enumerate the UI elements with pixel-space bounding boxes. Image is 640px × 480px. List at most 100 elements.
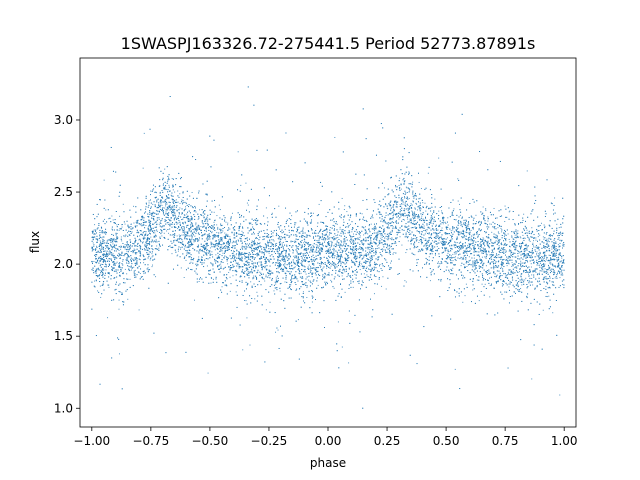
data-point — [138, 239, 140, 241]
data-point — [139, 259, 141, 261]
data-point — [186, 215, 188, 217]
data-point — [472, 233, 474, 235]
data-point — [516, 232, 518, 234]
data-point — [533, 246, 535, 248]
data-point — [341, 249, 343, 251]
data-point — [555, 242, 557, 244]
data-point — [331, 219, 333, 221]
data-point — [181, 234, 183, 236]
data-point — [370, 252, 372, 254]
data-point — [408, 197, 410, 199]
data-point — [407, 192, 409, 194]
data-point — [201, 249, 203, 251]
data-point — [414, 211, 416, 213]
data-point — [547, 239, 549, 241]
data-point — [436, 236, 438, 238]
data-point — [497, 266, 499, 268]
data-point — [350, 253, 352, 255]
data-point — [437, 261, 439, 263]
data-point — [489, 284, 491, 286]
data-point — [200, 226, 202, 228]
data-point — [139, 273, 141, 275]
data-point — [318, 235, 320, 237]
data-point — [538, 257, 540, 259]
data-point — [94, 248, 96, 250]
data-point — [478, 300, 480, 302]
data-point — [388, 250, 390, 252]
data-point — [115, 269, 117, 271]
data-point — [467, 226, 469, 228]
data-point — [120, 269, 122, 271]
data-point — [226, 243, 228, 245]
data-point — [302, 291, 304, 293]
data-point — [442, 223, 444, 225]
data-point — [398, 184, 400, 186]
data-point — [370, 246, 372, 248]
data-point — [460, 224, 462, 226]
data-point — [350, 238, 352, 240]
data-point — [366, 274, 368, 276]
data-point — [423, 225, 425, 227]
data-point — [208, 218, 210, 220]
data-point — [311, 297, 313, 299]
data-point — [488, 269, 490, 271]
data-point — [229, 228, 231, 230]
data-point — [484, 249, 486, 251]
data-point — [266, 217, 268, 219]
data-point — [344, 241, 346, 243]
data-point — [312, 267, 314, 269]
data-point — [344, 240, 346, 242]
data-point — [171, 178, 173, 180]
data-point — [478, 220, 480, 222]
data-point — [466, 265, 468, 267]
data-point — [380, 237, 382, 239]
data-point — [442, 230, 444, 232]
data-point — [152, 240, 154, 242]
data-point — [273, 240, 275, 242]
data-point — [382, 276, 384, 278]
data-point — [144, 243, 146, 245]
data-point — [312, 212, 314, 214]
data-point — [481, 251, 483, 253]
data-point — [385, 251, 387, 253]
data-point — [389, 246, 391, 248]
data-point — [390, 262, 392, 264]
data-point — [207, 234, 209, 236]
data-point — [547, 271, 549, 273]
data-point — [94, 280, 96, 282]
data-point — [376, 245, 378, 247]
data-point — [152, 241, 154, 243]
data-point — [130, 223, 132, 225]
data-point — [238, 259, 240, 261]
data-point — [306, 287, 308, 289]
data-point — [147, 267, 149, 269]
data-point — [182, 240, 184, 242]
data-point — [104, 218, 106, 220]
data-point — [310, 259, 312, 261]
data-point — [515, 245, 517, 247]
data-point — [512, 238, 514, 240]
data-point — [193, 210, 195, 212]
data-point — [146, 203, 147, 205]
data-point — [108, 286, 110, 288]
data-point — [253, 239, 255, 241]
data-point — [308, 264, 310, 266]
data-point — [453, 252, 455, 254]
data-point — [177, 190, 179, 192]
data-point — [532, 236, 534, 238]
data-point — [175, 227, 177, 229]
data-point — [131, 269, 133, 271]
data-point — [352, 250, 354, 252]
data-point — [109, 244, 111, 246]
data-point — [539, 234, 541, 236]
data-point — [374, 243, 376, 245]
data-point — [312, 272, 314, 274]
data-point — [541, 256, 543, 258]
data-point — [181, 213, 183, 215]
data-point — [189, 218, 191, 220]
data-point — [562, 283, 564, 285]
data-point — [435, 236, 437, 238]
data-point — [431, 240, 433, 242]
data-point — [407, 204, 409, 206]
data-point — [467, 238, 469, 240]
